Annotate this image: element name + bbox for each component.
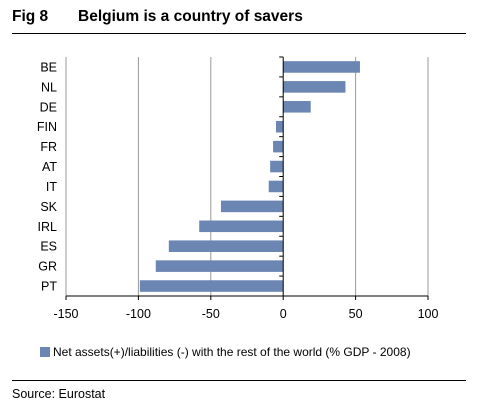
bar-chart: -150 -100 -50 0 50 100 BE NL DE FIN FR AT IT SK IRL ES G… (37, 56, 439, 321)
y-tick-label: IT (46, 180, 57, 194)
bar (199, 220, 284, 233)
top-rule (12, 33, 466, 34)
bar (283, 81, 346, 93)
y-tick-label: DE (40, 100, 57, 114)
y-tick-label: NL (41, 80, 57, 94)
bar (168, 240, 284, 252)
y-tick-label: ES (40, 240, 57, 254)
y-tick-label: IRL (38, 220, 58, 234)
y-tick-label: SK (40, 200, 57, 214)
bar (283, 61, 360, 73)
chart-title: Belgium is a country of savers (78, 8, 303, 25)
y-tick-label: BE (40, 60, 57, 74)
source-note: Source: Eurostat (12, 387, 106, 401)
x-tick-label: 0 (280, 307, 287, 321)
bar (275, 120, 284, 133)
bar (283, 101, 311, 113)
x-tick-label: 50 (349, 307, 363, 321)
y-tick-label: FR (40, 140, 57, 154)
x-tick-label: -50 (202, 307, 220, 321)
x-tick-label: -100 (126, 307, 151, 321)
bar (155, 260, 284, 272)
y-tick-label: GR (38, 260, 57, 274)
bar (268, 180, 284, 193)
legend-label: Net assets(+)/liabilities (-) with the r… (53, 345, 411, 359)
y-tick-label: FIN (37, 120, 57, 134)
bar (139, 280, 284, 292)
y-tick-label: PT (41, 280, 57, 294)
bar (270, 160, 284, 173)
figure-label: Fig 8 (12, 8, 49, 25)
y-tick-label: AT (42, 160, 57, 174)
bar (220, 200, 284, 213)
legend-swatch (40, 347, 50, 357)
x-tick-label: 100 (418, 307, 439, 321)
bar (273, 140, 284, 153)
bottom-rule (12, 380, 466, 381)
x-tick-label: -150 (53, 307, 78, 321)
